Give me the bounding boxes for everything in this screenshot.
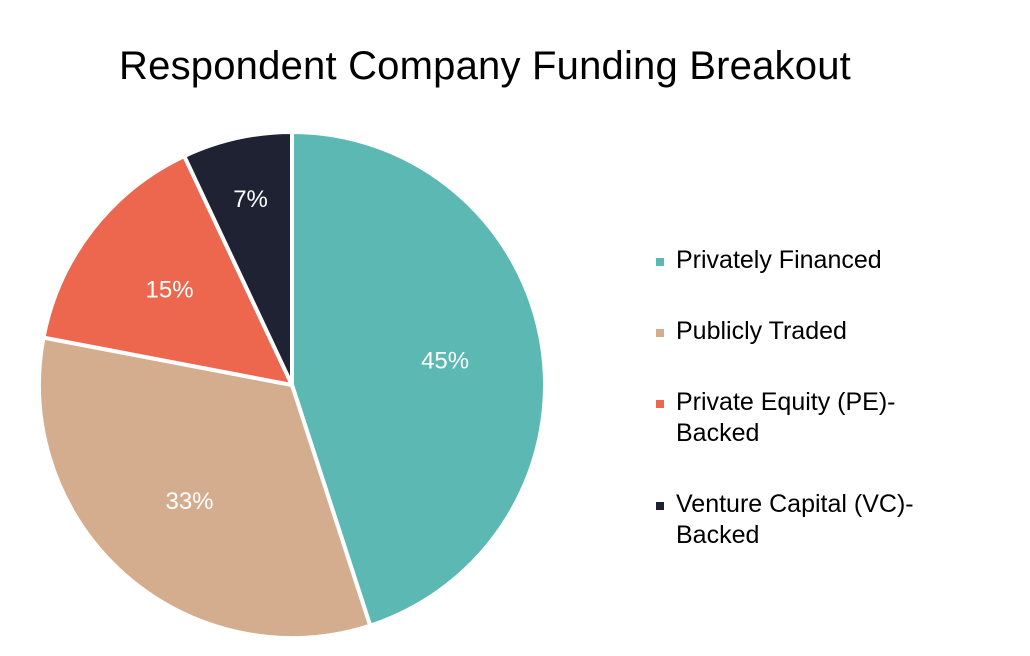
pie-slice-1 [290, 130, 547, 628]
legend-swatch [656, 329, 664, 337]
legend-label: Publicly Traded [676, 317, 847, 345]
legend-item-venture-capital: Venture Capital (VC)-Backed [656, 489, 1016, 551]
chart-title: Respondent Company Funding Breakout [119, 44, 851, 88]
legend-label: Venture Capital (VC)-Backed [676, 490, 914, 549]
legend-swatch [656, 258, 664, 266]
pie-slice-label-2: 33% [165, 488, 213, 515]
legend-item-privately-financed: Privately Financed [656, 245, 1016, 276]
pie-slice-4 [182, 130, 294, 387]
pie-slice-label-1: 45% [421, 347, 469, 374]
legend-item-publicly-traded: Publicly Traded [656, 316, 1016, 347]
legend-item-private-equity: Private Equity (PE)-Backed [656, 387, 1016, 449]
pie-slice-2 [37, 335, 373, 640]
legend-swatch [656, 502, 664, 510]
pie-slice-label-4: 7% [233, 186, 268, 213]
pie-slices [37, 130, 547, 640]
legend-label: Private Equity (PE)-Backed [676, 388, 896, 447]
legend: Privately Financed Publicly Traded Priva… [656, 245, 1016, 591]
legend-label: Privately Financed [676, 246, 882, 274]
pie-slice-label-3: 15% [146, 276, 194, 303]
pie-slice-labels: 45% 33% 15% 7% [146, 186, 470, 515]
pie-slice-3 [41, 154, 294, 387]
legend-swatch [656, 400, 664, 408]
